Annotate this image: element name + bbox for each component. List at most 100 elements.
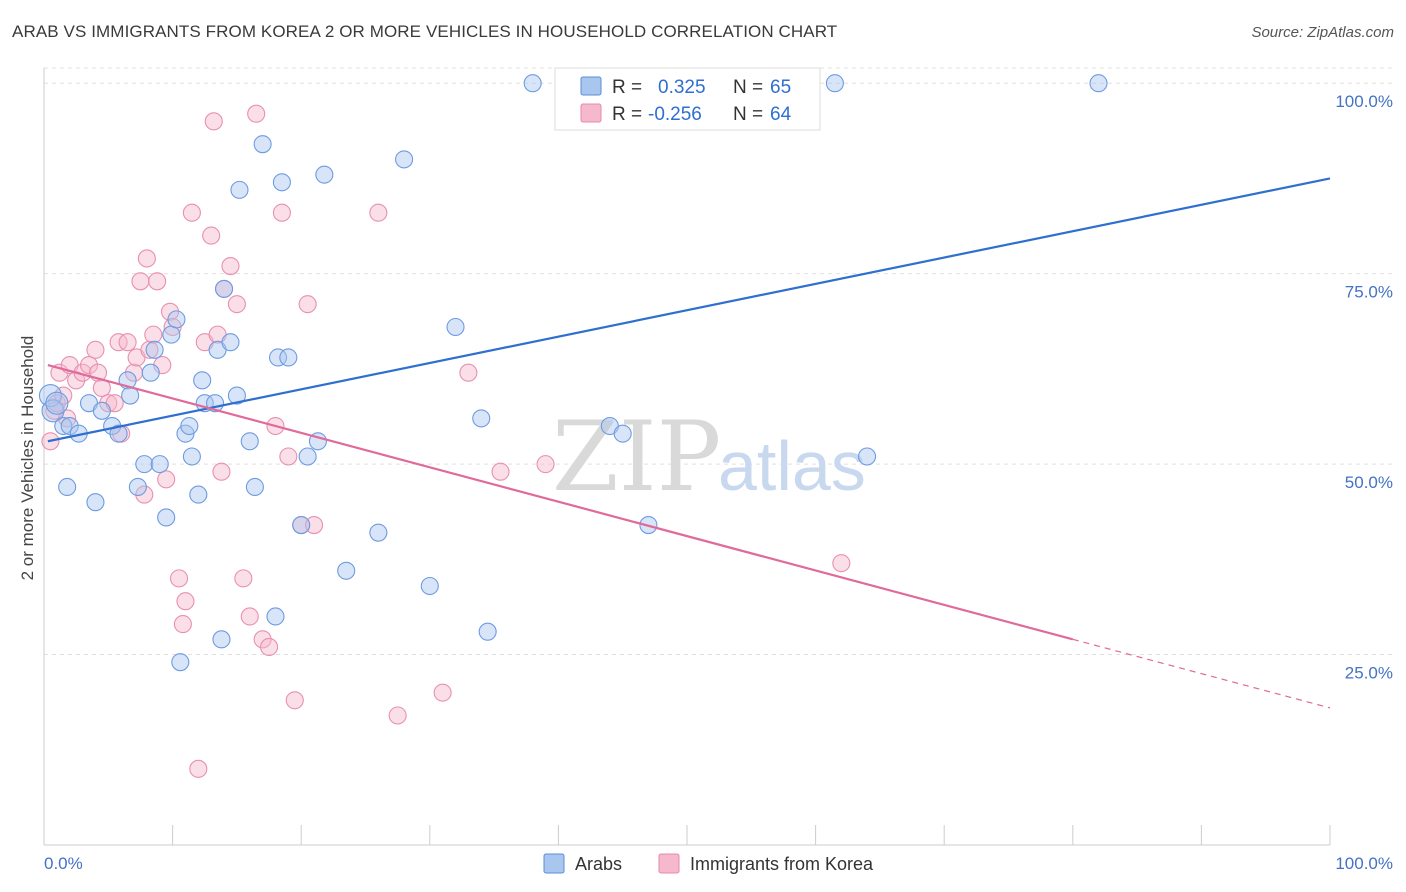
arabs-point-43 bbox=[292, 516, 311, 535]
legend-r-value-korea: -0.256 bbox=[648, 104, 702, 125]
arabs-point-9 bbox=[92, 401, 111, 420]
arabs-point-14 bbox=[128, 477, 147, 497]
trend-lines bbox=[47, 177, 1331, 709]
x-tick-label-right: 100.0% bbox=[1335, 854, 1393, 873]
arabs-point-4 bbox=[58, 477, 77, 497]
arabs-point-27 bbox=[193, 371, 212, 390]
korea-point-32 bbox=[176, 592, 195, 611]
arabs-point-20 bbox=[162, 325, 181, 344]
arabs-point-37 bbox=[245, 477, 264, 497]
arabs-point-49 bbox=[395, 150, 414, 169]
arabs-point-22 bbox=[171, 653, 190, 672]
korea-point-13 bbox=[99, 394, 118, 413]
legend-r-value-arabs: 0.325 bbox=[658, 77, 706, 98]
korea-point-47 bbox=[259, 637, 279, 656]
korea-point-22 bbox=[137, 249, 156, 268]
korea-point-21 bbox=[135, 485, 154, 504]
watermark: ZIP atlas bbox=[552, 401, 866, 513]
korea-point-56 bbox=[388, 706, 407, 725]
arabs-point-32 bbox=[214, 279, 234, 298]
korea-point-58 bbox=[459, 363, 478, 382]
korea-point-37 bbox=[204, 112, 223, 131]
legend-n-value-arabs: 65 bbox=[770, 77, 791, 98]
legend-n-value-korea: 64 bbox=[770, 104, 792, 125]
arabs-point-50 bbox=[420, 576, 439, 596]
watermark-atlas: atlas bbox=[718, 427, 866, 505]
korea-point-50 bbox=[279, 447, 298, 466]
korea-point-30 bbox=[169, 569, 189, 588]
korea-point-17 bbox=[118, 333, 137, 352]
korea-point-24 bbox=[144, 325, 163, 344]
korea-point-57 bbox=[433, 683, 452, 702]
korea-point-31 bbox=[173, 615, 192, 634]
bottom-legend-swatch-korea bbox=[658, 853, 680, 874]
korea-point-42 bbox=[227, 295, 246, 314]
arabs-point-47 bbox=[337, 561, 356, 580]
arabs-point-48 bbox=[369, 523, 388, 542]
arabs-point-56 bbox=[613, 424, 632, 443]
legend-r-label-korea: R = bbox=[612, 104, 642, 125]
korea-point-49 bbox=[272, 203, 291, 222]
korea-point-34 bbox=[189, 759, 208, 778]
korea-point-25 bbox=[148, 272, 167, 291]
arabs-point-61 bbox=[857, 447, 877, 466]
bottom-legend-swatch-arabs bbox=[543, 853, 565, 874]
legend-r-label-arabs: R = bbox=[612, 77, 642, 98]
arabs-point-17 bbox=[145, 340, 164, 359]
arabs-point-11 bbox=[109, 424, 128, 443]
korea-point-20 bbox=[131, 272, 150, 291]
korea-point-60 bbox=[536, 455, 555, 474]
legend-swatch-arabs bbox=[580, 76, 602, 96]
arabs-point-24 bbox=[180, 416, 199, 436]
korea-point-39 bbox=[212, 462, 231, 481]
arabs-point-15 bbox=[135, 455, 154, 474]
arabs-point-18 bbox=[150, 455, 169, 474]
korea-point-45 bbox=[247, 104, 266, 123]
arabs-point-42 bbox=[279, 348, 298, 367]
arabs-point-1 bbox=[41, 399, 65, 423]
x-tick-label-left: 0.0% bbox=[44, 854, 83, 873]
arabs-point-3 bbox=[54, 416, 73, 436]
arabs-point-62 bbox=[1089, 74, 1108, 93]
y-tick-label-2: 75.0% bbox=[1345, 283, 1393, 302]
korea-point-23 bbox=[140, 340, 159, 359]
korea-point-10 bbox=[86, 340, 105, 359]
y-axis-label: 2 or more Vehicles in Household bbox=[18, 336, 37, 581]
arabs-point-44 bbox=[298, 447, 317, 466]
bottom-legend-korea: Immigrants from Korea bbox=[690, 854, 874, 874]
arabs-point-2 bbox=[45, 391, 69, 415]
legend-n-label-korea: N = bbox=[733, 104, 763, 125]
korea-point-43 bbox=[234, 569, 253, 588]
arabs-point-46 bbox=[315, 165, 334, 184]
chart-source: Source: ZipAtlas.com bbox=[1251, 24, 1394, 41]
korea-point-61 bbox=[832, 554, 851, 573]
arabs-point-36 bbox=[240, 432, 259, 451]
legend-n-label-arabs: N = bbox=[733, 77, 763, 98]
korea-point-33 bbox=[182, 203, 201, 222]
korea-point-36 bbox=[202, 226, 221, 245]
korea-point-28 bbox=[160, 302, 180, 321]
arabs-point-38 bbox=[253, 135, 272, 154]
arabs-point-60 bbox=[825, 74, 844, 93]
bottom-legend-arabs: Arabs bbox=[575, 854, 622, 874]
arabs-point-35 bbox=[230, 180, 249, 199]
korea-point-41 bbox=[221, 257, 240, 276]
chart-title: ARAB VS IMMIGRANTS FROM KOREA 2 OR MORE … bbox=[12, 22, 838, 41]
gridlines bbox=[44, 67, 1394, 656]
korea-point-54 bbox=[305, 516, 324, 535]
arabs-point-41 bbox=[272, 173, 291, 192]
y-tick-label-1: 50.0% bbox=[1345, 473, 1393, 492]
arabs-point-51 bbox=[446, 317, 465, 337]
arabs-point-33 bbox=[221, 333, 240, 352]
arabs-point-0 bbox=[38, 384, 62, 408]
arabs-point-21 bbox=[167, 310, 186, 329]
korea-point-55 bbox=[369, 203, 388, 222]
korea-trend-line bbox=[47, 364, 1074, 641]
arabs-trend-line bbox=[47, 177, 1331, 443]
y-tick-labels: 25.0% 50.0% 75.0% 100.0% bbox=[1335, 92, 1393, 682]
bottom-legend: Arabs Immigrants from Korea bbox=[543, 853, 874, 874]
series-arabs-points bbox=[38, 74, 1108, 672]
arabs-point-25 bbox=[182, 447, 201, 466]
korea-point-51 bbox=[285, 691, 304, 710]
